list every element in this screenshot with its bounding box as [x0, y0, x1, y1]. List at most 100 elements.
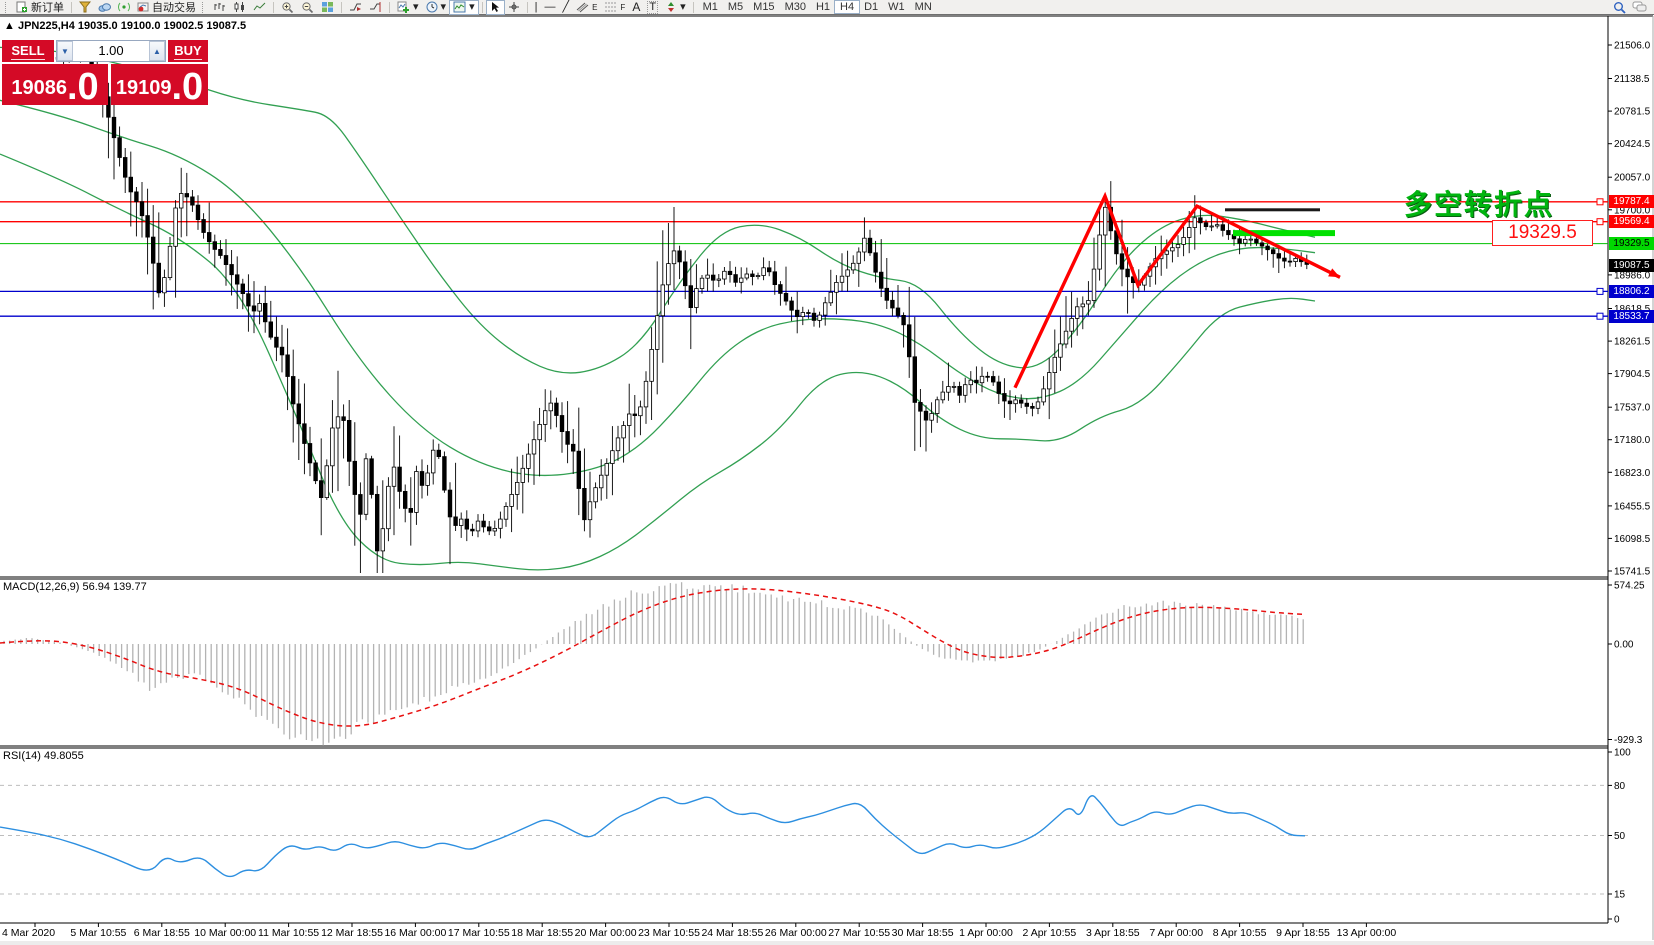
volume-spinner: ▼ 1.00 ▲: [56, 40, 166, 62]
candle-body: [156, 262, 161, 294]
line-end-marker[interactable]: [1596, 312, 1604, 320]
timeframe-W1[interactable]: W1: [888, 1, 905, 13]
candle-body: [621, 425, 626, 439]
bar-chart-button[interactable]: [210, 1, 229, 14]
line-end-marker[interactable]: [1596, 198, 1604, 206]
buy-price-frac: .0: [171, 66, 204, 109]
time-axis-label: 16 Mar 00:00: [384, 927, 447, 939]
zigzag-trend-annotation[interactable]: [1013, 191, 1341, 389]
rsi-line: [0, 795, 1306, 878]
timeframe-H4[interactable]: H4: [834, 0, 861, 14]
zigzag-arrowhead: [1328, 268, 1340, 278]
label-tool[interactable]: T: [644, 0, 661, 14]
candle-body: [750, 273, 755, 277]
one-click-trading-panel: SELL ▼ 1.00 ▲ BUY 19086 .0 19109 .0: [2, 40, 208, 109]
horizontal-line-tool[interactable]: —: [541, 1, 558, 14]
timeframe-M5[interactable]: M5: [727, 1, 744, 13]
price-tick-label: 18261.5: [1614, 337, 1651, 348]
periods-button[interactable]: ▾: [423, 1, 450, 14]
timeframe-M30[interactable]: M30: [784, 1, 806, 13]
candle-body: [1226, 230, 1231, 236]
volume-input[interactable]: 1.00: [98, 43, 124, 58]
candle-body: [201, 219, 206, 233]
timeframe-M1[interactable]: M1: [702, 1, 718, 13]
macd-tick-label: -929.3: [1614, 735, 1643, 746]
new-order-button[interactable]: 新订单: [13, 1, 67, 14]
chart-shift-button[interactable]: [366, 1, 385, 14]
price-tag-annotation[interactable]: 19329.5: [1492, 220, 1593, 246]
line-end-marker[interactable]: [1596, 287, 1604, 295]
dropdown-arrow-icon: ▾: [440, 0, 447, 13]
chart-title: ▲ JPN225,H4 19035.0 19100.0 19002.5 1908…: [4, 20, 246, 32]
auto-scroll-button[interactable]: [346, 1, 365, 14]
candlestick-chart-button[interactable]: [230, 1, 249, 14]
candle-body: [223, 255, 229, 266]
candle-body: [531, 439, 537, 455]
channel-tool[interactable]: E: [573, 1, 600, 14]
candle-body: [711, 274, 716, 281]
current-price-label: 19087.5: [1609, 259, 1654, 273]
candle-body: [901, 314, 906, 326]
crosshair-tool[interactable]: [505, 1, 523, 14]
data-window-button[interactable]: [95, 1, 114, 14]
line-chart-button[interactable]: [250, 1, 269, 14]
sell-price[interactable]: 19086 .0: [2, 64, 108, 106]
candle-body: [571, 443, 576, 452]
candlestick-icon: [234, 2, 244, 12]
text-tool-icon: A: [632, 0, 641, 14]
line-end-marker[interactable]: [1596, 218, 1604, 226]
volume-decrease-button[interactable]: ▼: [57, 41, 73, 61]
candle-body: [688, 285, 693, 309]
candle-body: [912, 356, 917, 403]
templates-button[interactable]: ▾: [449, 0, 479, 15]
candle-body: [162, 277, 167, 294]
text-tool[interactable]: A: [629, 1, 643, 14]
timeframe-H1[interactable]: H1: [815, 1, 831, 13]
cursor-tool[interactable]: [485, 0, 505, 15]
price-tick-label: 16455.5: [1614, 501, 1651, 512]
volume-increase-button[interactable]: ▲: [149, 41, 165, 61]
market-watch-button[interactable]: [76, 1, 94, 14]
vertical-line-tool[interactable]: |: [532, 1, 541, 14]
chat-icon[interactable]: [1632, 1, 1647, 13]
candle-body: [806, 312, 811, 314]
fibonacci-tool[interactable]: F: [601, 1, 628, 14]
navigator-button[interactable]: [115, 1, 133, 14]
toolbar-drag-handle[interactable]: [5, 1, 10, 13]
candle-body: [274, 336, 279, 348]
candle-body: [106, 96, 111, 118]
candle-body: [699, 277, 705, 290]
zoom-out-button[interactable]: [298, 1, 317, 14]
search-icon[interactable]: [1613, 1, 1626, 14]
candle-body: [481, 520, 486, 528]
bollinger-upper-band: [0, 46, 1316, 374]
support-bar-annotation[interactable]: [1233, 230, 1335, 237]
buy-button[interactable]: BUY: [168, 40, 208, 62]
trendline-tool[interactable]: ╱: [559, 1, 572, 14]
candle-body: [683, 261, 688, 287]
turning-point-annotation[interactable]: 多空转折点: [1404, 189, 1555, 220]
tile-windows-button[interactable]: [318, 1, 337, 14]
candle-body: [341, 416, 346, 421]
bottom-strip: [0, 941, 1654, 945]
sell-button[interactable]: SELL: [2, 40, 54, 62]
indicators-button[interactable]: ▾: [394, 1, 422, 14]
autotrading-button[interactable]: 自动交易: [134, 1, 199, 14]
buy-price[interactable]: 19109 .0: [111, 64, 208, 109]
candle-body: [447, 489, 453, 518]
resistance-dash-annotation[interactable]: [1225, 208, 1320, 212]
candle-body: [1125, 268, 1130, 278]
timeframe-MN[interactable]: MN: [914, 1, 932, 13]
dropdown-arrow-icon: ▾: [469, 0, 475, 13]
zoom-in-button[interactable]: [278, 1, 297, 14]
candle-body: [1265, 245, 1270, 251]
arrows-tool[interactable]: ▾: [662, 1, 689, 14]
toolbar-drag-handle[interactable]: [202, 1, 207, 13]
candle-body: [800, 312, 805, 317]
candle-body: [234, 274, 240, 285]
candle-body: [963, 384, 968, 396]
timeframe-D1[interactable]: D1: [864, 1, 879, 13]
time-axis-label: 4 Mar 2020: [2, 927, 56, 939]
candle-body: [985, 375, 990, 378]
timeframe-M15[interactable]: M15: [753, 1, 775, 13]
